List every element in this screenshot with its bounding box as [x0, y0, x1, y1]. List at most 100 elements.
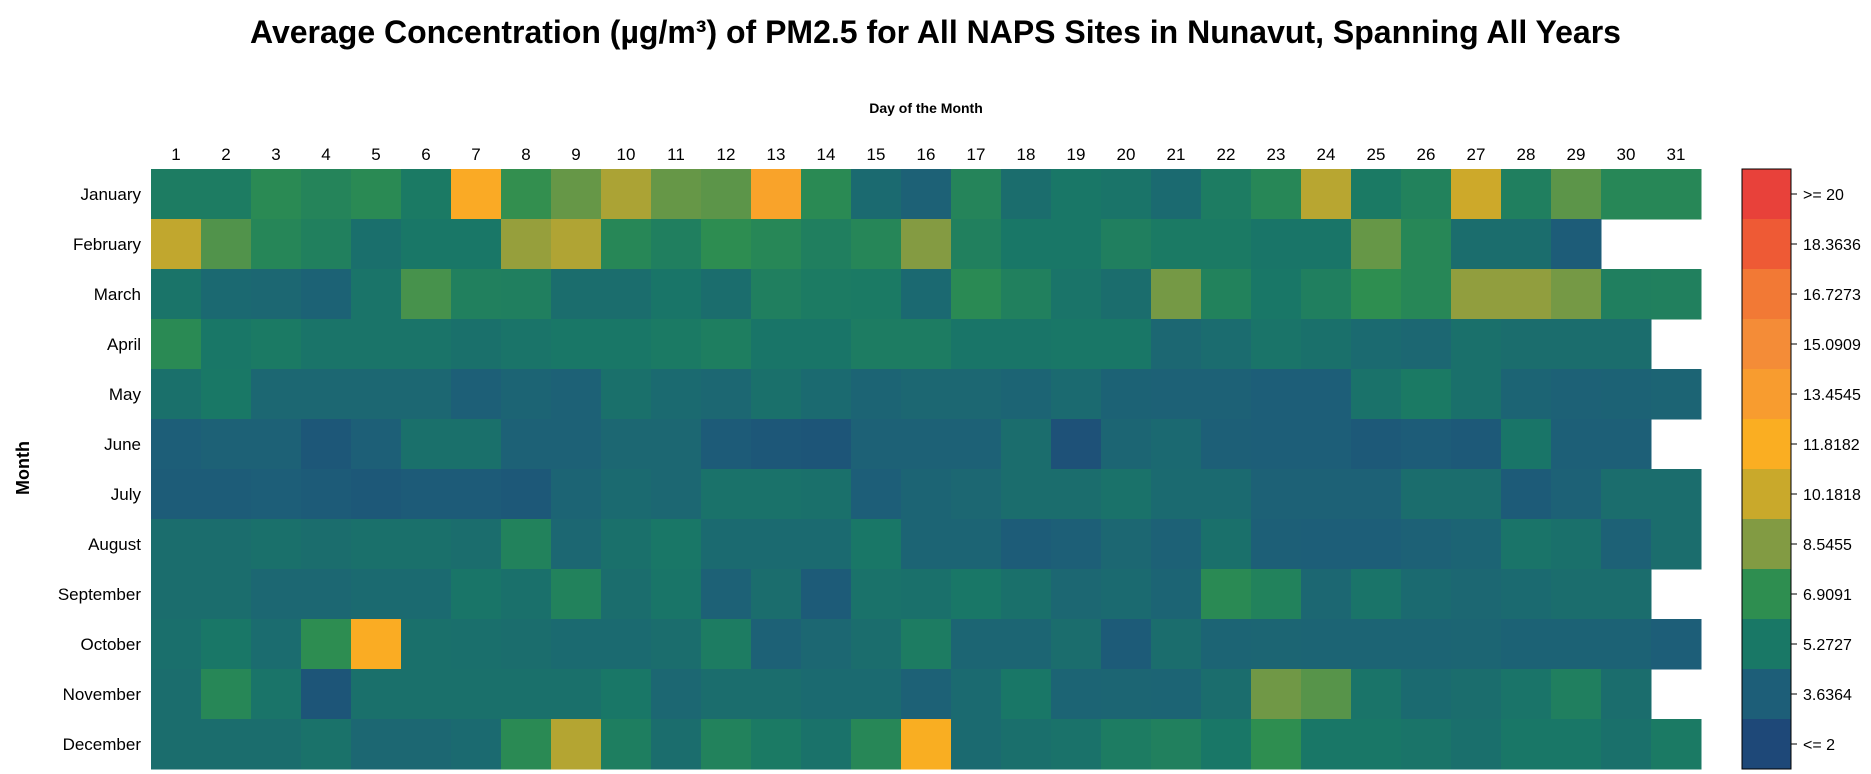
colorbar-segment [1742, 369, 1791, 420]
x-ticks: 1 2 3 4 5 6 7 8 9 10 11 12 13 14 15 16 17 18 19 20 21 22 23 24 2… [171, 145, 1685, 164]
heatmap-cell [1001, 519, 1052, 570]
heatmap-cell [851, 719, 902, 770]
heatmap-cell [1351, 469, 1402, 520]
heatmap-cell [601, 219, 652, 270]
heatmap-cell [701, 469, 752, 520]
heatmap-cell [951, 619, 1002, 670]
heatmap-cell [1651, 369, 1702, 420]
heatmap-cell [351, 669, 402, 720]
heatmap-cell [1101, 569, 1152, 620]
heatmap-cell [801, 419, 852, 470]
heatmap-cell [901, 619, 952, 670]
heatmap-cell [451, 719, 502, 770]
heatmap-cell [1151, 319, 1202, 370]
x-tick-label: 24 [1317, 145, 1336, 164]
heatmap-cell [1301, 169, 1352, 220]
heatmap-cell [1451, 219, 1502, 270]
heatmap-cell [1251, 219, 1302, 270]
heatmap-cell [1201, 719, 1252, 770]
heatmap-cell [1151, 519, 1202, 570]
heatmap-cell [501, 219, 552, 270]
heatmap-cell [1501, 319, 1552, 370]
heatmap-cell [1201, 669, 1252, 720]
heatmap-cell [1401, 469, 1452, 520]
heatmap-cell [551, 269, 602, 320]
heatmap-cell [1401, 519, 1452, 570]
colorbar-label: 15.0909 [1803, 337, 1861, 354]
heatmap-cell [351, 219, 402, 270]
heatmap-cell [351, 469, 402, 520]
heatmap-cell [1201, 569, 1252, 620]
heatmap-cell [451, 169, 502, 220]
heatmap-cell [751, 569, 802, 620]
heatmap-cell [851, 319, 902, 370]
x-tick-label: 31 [1667, 145, 1686, 164]
heatmap-cell [1001, 669, 1052, 720]
y-tick-label: December [63, 735, 142, 754]
heatmap-cell [1251, 369, 1302, 420]
heatmap-cell [1651, 519, 1702, 570]
heatmap-cell [1151, 169, 1202, 220]
heatmap-cell [401, 569, 452, 620]
colorbar-segment [1742, 219, 1791, 270]
heatmap-cell [501, 469, 552, 520]
heatmap-cell [751, 169, 802, 220]
heatmap-cell [1601, 419, 1652, 470]
heatmap-cell [251, 569, 302, 620]
colorbar-label: >= 20 [1803, 187, 1844, 204]
heatmap-cell [551, 619, 602, 670]
heatmap-cell [451, 319, 502, 370]
colorbar-segment [1742, 269, 1791, 320]
heatmap-cell [401, 269, 452, 320]
y-tick-label: March [94, 285, 141, 304]
heatmap-cell [301, 569, 352, 620]
y-axis-label: Month [13, 441, 33, 495]
heatmap-cell [1401, 319, 1452, 370]
colorbar-label: 3.6364 [1803, 687, 1852, 704]
colorbar-segment [1742, 319, 1791, 370]
heatmap-cell [651, 319, 702, 370]
heatmap-cell [251, 219, 302, 270]
heatmap-cell [1301, 319, 1352, 370]
heatmap-cell [1551, 569, 1602, 620]
heatmap-cell [551, 719, 602, 770]
heatmap-cell [351, 269, 402, 320]
x-tick-label: 6 [421, 145, 430, 164]
heatmap-cell [1601, 569, 1652, 620]
heatmap-cell [901, 219, 952, 270]
heatmap-cell [1051, 219, 1102, 270]
heatmap-cell [601, 469, 652, 520]
heatmap-cell [151, 369, 202, 420]
heatmap-cell [1101, 269, 1152, 320]
heatmap-cell [1551, 619, 1602, 670]
heatmap-cell [1651, 469, 1702, 520]
heatmap-cell [1001, 319, 1052, 370]
heatmap-cell [1351, 169, 1402, 220]
y-tick-label: September [58, 585, 141, 604]
heatmap-cell [1551, 419, 1602, 470]
heatmap-cell [1301, 669, 1352, 720]
heatmap-cell [1001, 169, 1052, 220]
heatmap-cell [1551, 519, 1602, 570]
heatmap-cell [1501, 369, 1552, 420]
heatmap-cell [1451, 669, 1502, 720]
heatmap-cell [1001, 719, 1052, 770]
heatmap-cell [151, 319, 202, 370]
colorbar-segment [1742, 669, 1791, 720]
heatmap-cell [901, 719, 952, 770]
heatmap-cell [1401, 269, 1452, 320]
heatmap-cell [1301, 719, 1352, 770]
heatmap-cell [1401, 619, 1452, 670]
heatmap-cell [851, 469, 902, 520]
x-tick-label: 8 [521, 145, 530, 164]
heatmap-cell [301, 419, 352, 470]
heatmap-cell [1051, 369, 1102, 420]
heatmap-cell [1201, 619, 1252, 670]
y-tick-label: October [81, 635, 142, 654]
heatmap-cell [551, 469, 602, 520]
heatmap-cell [1601, 369, 1652, 420]
x-tick-label: 23 [1267, 145, 1286, 164]
heatmap-cell [951, 519, 1002, 570]
heatmap-cell [651, 219, 702, 270]
